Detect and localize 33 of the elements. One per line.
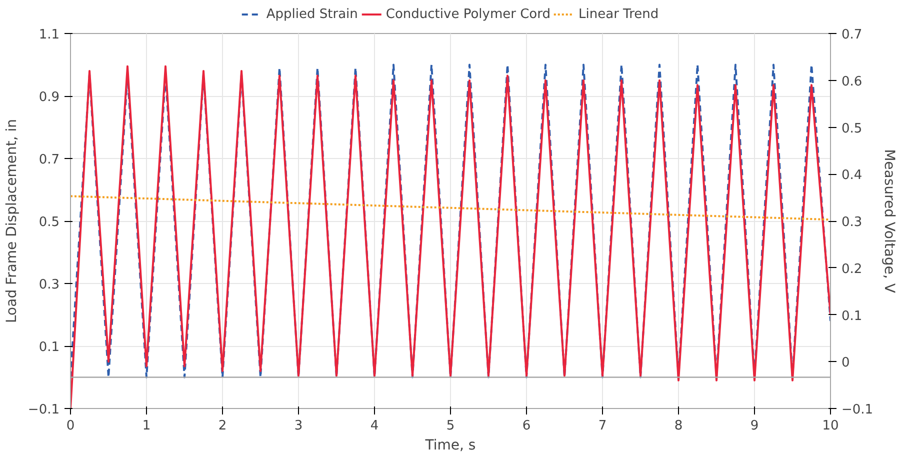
y2-axis-title: Measured Voltage, V xyxy=(881,149,898,294)
legend-label: Linear Trend xyxy=(578,6,659,22)
x-tick-label: 7 xyxy=(598,418,607,434)
x-tick-label: 8 xyxy=(674,418,683,434)
y-tick-label: 0.7 xyxy=(38,152,60,168)
x-tick-label: 10 xyxy=(822,418,839,434)
y2-tick-label: −0.1 xyxy=(842,402,874,418)
y-tick-label: −0.1 xyxy=(28,402,60,418)
y-tick-label: 0.1 xyxy=(38,340,60,355)
x-tick-label: 6 xyxy=(522,418,531,434)
x-axis-title: Time, s xyxy=(424,438,476,454)
x-tick-label: 4 xyxy=(370,418,379,434)
y-tick-label: 0.3 xyxy=(38,278,60,292)
y2-tick-label: 0.1 xyxy=(842,308,862,324)
y2-tick-label: 0.3 xyxy=(842,215,862,230)
x-tick-label: 9 xyxy=(750,418,759,434)
x-tick-label: 3 xyxy=(294,418,303,434)
y2-tick-label: 0.7 xyxy=(842,28,862,42)
x-tick-label: 1 xyxy=(142,418,151,434)
y-axis-title: Load Frame Displacement, in xyxy=(4,118,20,324)
x-tick-label: 2 xyxy=(218,418,227,434)
y2-tick-label: 0.4 xyxy=(842,168,862,184)
y2-tick-label: 0 xyxy=(842,356,850,371)
y2-tick-label: 0.6 xyxy=(842,74,862,90)
y-tick-label: 1.1 xyxy=(38,28,60,42)
x-tick-label: 5 xyxy=(446,418,455,434)
y-tick-label: 0.9 xyxy=(38,90,60,105)
y-tick-label: 0.5 xyxy=(38,215,60,230)
y2-tick-label: 0.2 xyxy=(842,262,862,277)
legend-label: Conductive Polymer Cord xyxy=(386,6,551,22)
y2-tick-label: 0.5 xyxy=(842,121,862,136)
x-tick-label: 0 xyxy=(66,418,75,434)
legend-label: Applied Strain xyxy=(266,6,358,22)
